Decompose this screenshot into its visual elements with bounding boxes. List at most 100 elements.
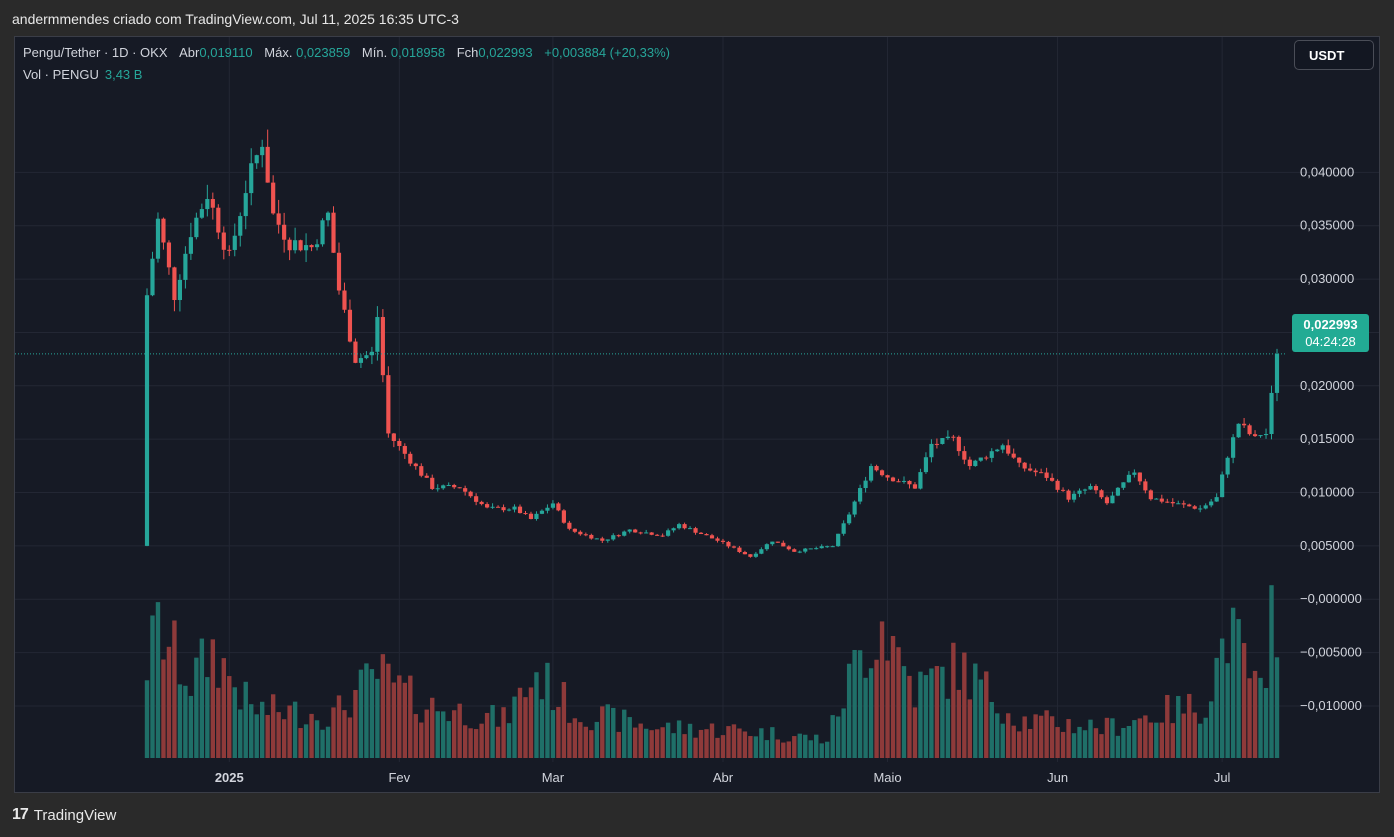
- volume-bar: [495, 726, 501, 758]
- volume-label[interactable]: Vol · PENGU: [23, 67, 99, 82]
- tradingview-logo-icon: 17: [12, 806, 29, 823]
- candle-body: [973, 460, 978, 467]
- candle-body: [1154, 498, 1159, 500]
- volume-bar: [1066, 719, 1071, 758]
- volume-bar: [1198, 723, 1203, 758]
- volume-bar: [770, 727, 775, 758]
- price-tick-label: 0,005000: [1300, 538, 1354, 553]
- candle-body: [879, 470, 885, 476]
- candle-body: [819, 546, 824, 549]
- candle-body: [901, 480, 907, 482]
- candle-body: [825, 546, 830, 548]
- candle-body: [1214, 497, 1219, 502]
- candle-body: [172, 267, 177, 301]
- volume-bar: [539, 699, 545, 758]
- volume-bar: [506, 723, 512, 758]
- volume-bar: [501, 707, 506, 758]
- volume-bar: [792, 736, 797, 758]
- candle-body: [967, 459, 972, 467]
- candle-body: [144, 295, 150, 546]
- price-tick-label: −0,010000: [1300, 698, 1362, 713]
- candle-body: [753, 553, 758, 557]
- candle-body: [600, 538, 605, 541]
- candle-body: [666, 530, 671, 536]
- candle-body: [951, 436, 956, 438]
- candle-body: [342, 290, 347, 310]
- candle-body: [161, 218, 166, 243]
- candle-body: [166, 242, 172, 268]
- candle-body: [814, 548, 819, 550]
- currency-button[interactable]: USDT: [1294, 40, 1374, 70]
- chart-caption: andermmendes criado com TradingView.com,…: [12, 11, 459, 27]
- candle-body: [890, 477, 896, 482]
- candle-body: [550, 503, 556, 508]
- candle-body: [435, 488, 440, 490]
- ohlc-legend: Pengu/Tether · 1D · OKX Abr0,019110 Máx.…: [23, 45, 678, 60]
- candle-body: [539, 510, 545, 514]
- volume-bar: [358, 669, 364, 758]
- candle-body: [1269, 392, 1274, 435]
- time-tick-label: Fev: [388, 770, 410, 785]
- candle-body: [1258, 435, 1263, 437]
- candle-body: [331, 212, 336, 253]
- candlestick-chart[interactable]: 0,0400000,0350000,0300000,0250000,020000…: [15, 37, 1380, 793]
- candle-body: [210, 199, 215, 208]
- volume-bar: [1038, 715, 1044, 758]
- candle-body: [1110, 495, 1115, 504]
- volume-bar: [155, 602, 161, 758]
- candle-body: [216, 207, 221, 233]
- volume-bar: [578, 722, 583, 758]
- candle-body: [1148, 490, 1153, 500]
- candle-body: [912, 484, 918, 489]
- volume-bar: [1104, 717, 1110, 758]
- candle-body: [369, 351, 374, 356]
- candle-body: [874, 466, 879, 471]
- candle-body: [1028, 468, 1033, 471]
- volume-bar: [353, 690, 358, 758]
- volume-bar: [967, 699, 973, 758]
- volume-bar: [1263, 688, 1269, 758]
- candle-body: [517, 506, 523, 514]
- candle-body: [677, 524, 682, 529]
- candle-body: [644, 532, 649, 534]
- volume-bar: [1176, 696, 1181, 758]
- candle-body: [150, 258, 155, 296]
- candle-body: [155, 218, 161, 259]
- volume-bar: [545, 662, 550, 758]
- volume-bar: [1044, 710, 1049, 758]
- volume-bar: [814, 734, 819, 758]
- symbol-label[interactable]: Pengu/Tether · 1D · OKX: [23, 45, 168, 60]
- candle-body: [923, 457, 929, 473]
- volume-bar: [561, 682, 567, 758]
- candle-body: [885, 475, 890, 478]
- volume-bar: [347, 717, 353, 758]
- candle-body: [808, 548, 813, 550]
- candle-body: [978, 457, 983, 461]
- candle-body: [260, 146, 265, 156]
- time-tick-label: Jun: [1047, 770, 1068, 785]
- candle-body: [199, 209, 204, 218]
- volume-bar: [671, 733, 676, 758]
- candle-body: [347, 309, 353, 342]
- candle-body: [561, 510, 566, 523]
- volume-bar: [1236, 619, 1241, 758]
- volume-bar: [1011, 725, 1016, 758]
- volume-bar: [775, 739, 781, 758]
- candle-body: [715, 538, 720, 541]
- candle-body: [276, 213, 281, 225]
- last-price-tag: 0,022993 04:24:28: [1292, 314, 1369, 352]
- volume-bar: [441, 711, 446, 758]
- candle-body: [408, 453, 413, 464]
- candle-body: [419, 466, 424, 476]
- tradingview-footer[interactable]: 17 TradingView: [12, 806, 116, 824]
- volume-bar: [633, 727, 638, 758]
- candle-body: [325, 212, 331, 221]
- chart-panel[interactable]: 0,0400000,0350000,0300000,0250000,020000…: [14, 36, 1380, 793]
- candle-body: [265, 146, 270, 183]
- volume-bar: [309, 713, 314, 758]
- volume-bar: [183, 685, 188, 758]
- volume-bar: [1006, 713, 1011, 758]
- candle-body: [1055, 480, 1060, 490]
- candle-body: [358, 358, 364, 363]
- candle-body: [1176, 503, 1181, 505]
